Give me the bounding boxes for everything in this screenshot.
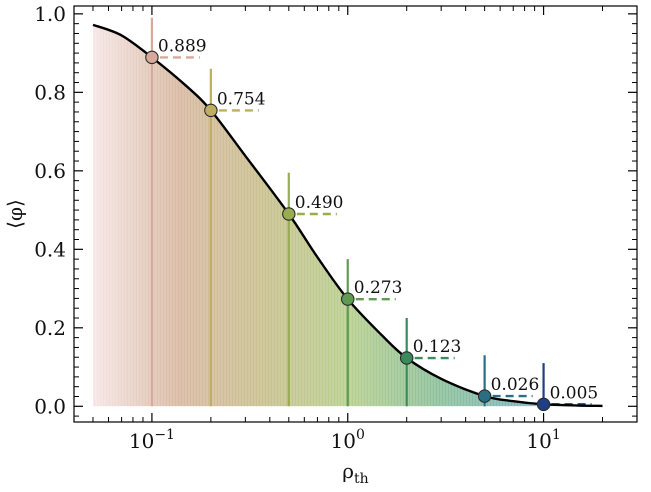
x-tick-label: 10−1 [129, 427, 175, 453]
x-tick-labels: 10−1 100 101 [129, 427, 561, 453]
data-point [340, 292, 355, 306]
data-labels: 0.889 0.754 0.490 0.273 0.123 0.026 0.005 [158, 36, 598, 403]
y-tick-labels: 0.0 0.2 0.4 0.6 0.8 1.0 [34, 2, 66, 418]
data-label: 0.273 [354, 278, 403, 298]
y-axis-label: ⟨φ⟩ [3, 199, 27, 229]
data-point [145, 50, 159, 65]
data-label: 0.026 [491, 375, 540, 395]
data-point [204, 103, 218, 118]
data-point [399, 351, 414, 365]
plot-frame [73, 5, 638, 423]
data-label: 0.005 [550, 383, 599, 403]
axis-ticks [73, 6, 638, 422]
x-tick-label: 100 [331, 427, 365, 453]
error-stems [150, 17, 545, 407]
data-label: 0.490 [295, 193, 344, 213]
data-label: 0.123 [413, 337, 462, 357]
data-point [282, 207, 296, 221]
data-points [145, 50, 551, 412]
y-tick-label: 0.0 [34, 394, 66, 418]
x-tick-label: 101 [526, 427, 560, 453]
y-tick-label: 0.6 [34, 159, 66, 183]
y-tick-label: 0.4 [34, 237, 66, 261]
y-tick-label: 0.8 [34, 80, 66, 104]
data-point [536, 397, 551, 412]
y-tick-label: 0.2 [34, 316, 66, 340]
data-point [477, 389, 492, 403]
x-axis-label: ρth [342, 459, 368, 487]
data-label: 0.754 [217, 89, 266, 109]
data-label: 0.889 [158, 36, 207, 56]
y-tick-label: 1.0 [34, 2, 66, 26]
